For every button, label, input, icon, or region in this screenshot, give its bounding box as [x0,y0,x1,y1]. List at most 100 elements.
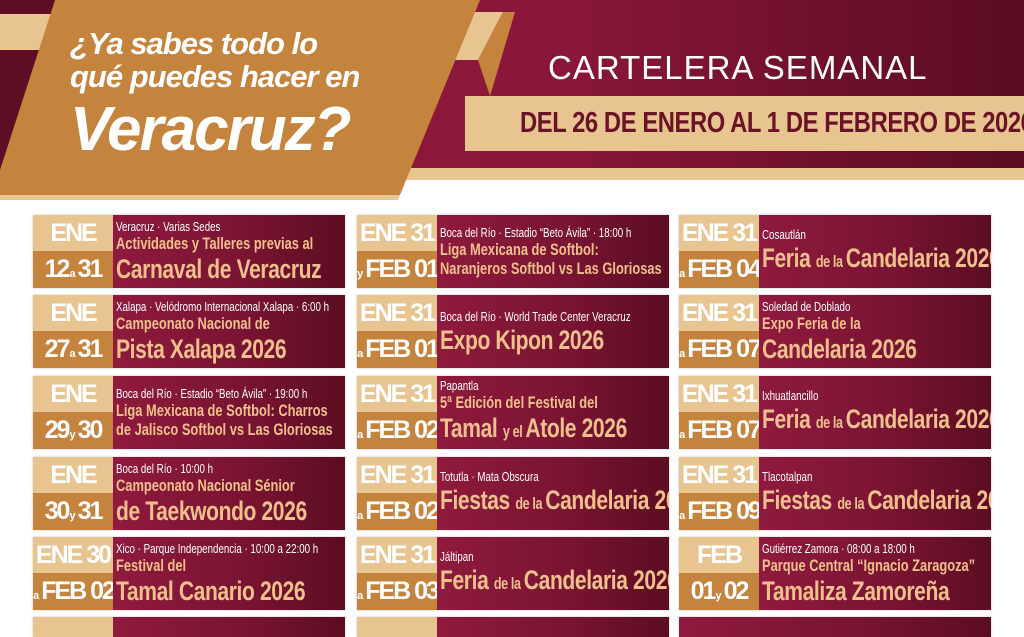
event-text: Jáltipan Feria de la Candelaria 2026 [440,549,669,599]
event-info: Boca del Río · Estadio “Beto Ávila” · 19… [113,376,345,449]
text-segment: Boca del Río · Estadio “Beto Ávila” · 18… [440,225,632,240]
date-to: FEB 07 [687,416,762,444]
event-subtitle: Expo Feria de la [762,315,984,334]
event-card[interactable]: ENE 31 a FEB 07 Soledad de Doblado Expo Feri… [679,295,991,368]
date-to: FEB 02 [365,416,440,444]
date-start: FEB [679,537,759,573]
event-card[interactable]: FEB 01 y 02 Gutiérrez Zamora · 08:00 a 18:00… [679,537,991,610]
event-card[interactable]: ENE 27 a 31 Xalapa · Velódromo Internacional… [33,295,345,368]
event-card[interactable]: ENE 29 y 30 Boca del Río · Estadio “Beto Ávi… [33,376,345,449]
event-date: ENE 31 a FEB 02 [357,376,440,449]
event-title: Tamal Canario 2026 [116,576,338,606]
text-segment: Parque Central “Ignacio Zaragoza” [762,557,976,575]
date-end: a FEB 07 [679,412,762,449]
date-to: FEB 01 [365,255,440,283]
event-card[interactable]: ENE 31 a FEB 07 Ixhuatlancillo Feria de la C… [679,376,991,449]
event-text: Xico · Parque Independencia · 10:00 a 22… [116,541,338,606]
event-card[interactable]: ENE 31 a FEB 02 Papantla 5ª Edición del Fest… [357,376,669,449]
text-segment: Xico · Parque Independencia · 10:00 a 22… [116,542,319,556]
event-card[interactable]: ENE 31 a FEB 03 Jáltipan Feria de la Candela… [357,537,669,610]
text-segment: Carnaval de Veracruz [116,254,322,284]
date-separator: a [679,428,686,441]
event-info: Jáltipan Feria de la Candelaria 2026 [437,537,669,610]
event-card[interactable]: ENE 30 y 31 Boca del Río · 10:00 h Campeonato… [33,457,345,530]
event-subtitle: Campeonato Nacional Sénior [116,477,338,496]
date-start: ENE 31 [357,376,437,412]
text-segment: Tamal Canario 2026 [116,576,306,606]
date-from: 27 [44,335,71,363]
text-segment: Totutla · Mata Obscura [440,469,539,484]
event-info: Gutiérrez Zamora · 08:00 a 18:00 h Parque… [759,537,991,610]
date-end: a FEB 09 [679,493,762,530]
event-date: ENE 30 y 31 [33,457,113,530]
date-separator: a [69,267,76,280]
date-separator: y [69,428,76,441]
date-end: a FEB 04 [679,251,762,288]
date-to: 31 [77,497,104,525]
date-to: FEB 09 [687,497,762,525]
date-end: a FEB 01 [357,331,440,368]
event-card[interactable]: ENE 30 a FEB 02 Xico · Parque Independencia… [33,537,345,610]
date-end: a FEB 02 [357,493,440,530]
date-to: FEB 01 [365,335,440,363]
date-separator: a [357,589,364,602]
event-card-partial [679,617,991,637]
text-segment: Liga Mexicana de Softbol: [440,240,599,259]
event-card[interactable]: ENE 31 y FEB 01 Boca del Río · Estadio “Bet… [357,215,669,288]
text-segment: Jáltipan [440,549,474,564]
text-segment: Feria [762,403,816,434]
date-start: ENE 31 [679,295,759,331]
text-segment: Boca del Río · World Trade Center Veracr… [440,309,631,324]
date-separator: a [357,347,364,360]
event-subtitle: Liga Mexicana de Softbol: [440,241,662,260]
event-title: Feria de la Candelaria 2026 [762,243,991,277]
text-segment: Campeonato Nacional de [116,315,270,333]
text-segment: Tamaliza Zamoreña [762,576,950,606]
text-segment: Candelaria 2026 [762,334,917,364]
event-venue: Jáltipan [440,549,662,565]
event-title: Feria de la Candelaria 2026 [440,565,669,599]
date-start: ENE 31 [357,295,437,331]
event-info: Ixhuatlancillo Feria de la Candelaria 202… [759,376,991,449]
event-date: ENE 29 y 30 [33,376,113,449]
date-start: ENE 31 [679,376,759,412]
event-text: Cosautlán Feria de la Candelaria 2026 [762,227,991,277]
text-segment: Expo Feria de la [762,315,861,333]
header-banner: ¿Ya sabes todo lo qué puedes hacer en Ve… [0,0,1024,200]
date-end: 29 y 30 [33,412,113,449]
headline-line-1: ¿Ya sabes todo lo [70,26,318,61]
date-end: a FEB 03 [357,573,440,610]
event-info: Boca del Río · Estadio “Beto Ávila” · 18… [437,215,669,288]
event-card[interactable]: ENE 12 a 31 Veracruz · Varias Sedes Actividad… [33,215,345,288]
text-segment: Candelaria 2026 [867,484,991,515]
date-start: ENE [33,457,113,493]
event-text: Boca del Río · 10:00 h Campeonato Naciona… [116,461,338,526]
event-card[interactable]: ENE 31 a FEB 04 Cosautlán Feria de la Candel… [679,215,991,288]
event-venue: Gutiérrez Zamora · 08:00 a 18:00 h [762,541,984,557]
event-date: ENE 31 a FEB 02 [357,457,440,530]
date-start: ENE [33,215,113,251]
event-card[interactable]: ENE 31 a FEB 09 Tlacotalpan Fiestas de la Ca… [679,457,991,530]
date-to: FEB 04 [687,255,762,283]
event-subtitle: Actividades y Talleres previas al [116,235,338,254]
text-segment: Candelaria 2026 [845,403,991,434]
date-start: ENE 31 [679,457,759,493]
event-date: ENE 31 a FEB 04 [679,215,762,288]
text-segment: y el [502,423,526,441]
text-segment: de Taekwondo 2026 [116,496,307,526]
event-card[interactable]: ENE 31 a FEB 02 Totutla · Mata Obscura Fiest… [357,457,669,530]
event-info: Boca del Río · 10:00 h Campeonato Naciona… [113,457,345,530]
event-venue: Xalapa · Velódromo Internacional Xalapa … [116,299,338,315]
event-info: Xico · Parque Independencia · 10:00 a 22… [113,537,345,610]
event-title: Carnaval de Veracruz [116,254,338,284]
text-segment: 5ª Edición del Festival del [440,394,598,412]
date-from: 12 [44,255,71,283]
text-segment: Atole 2026 [525,413,627,443]
event-venue: Boca del Río · 10:00 h [116,461,338,477]
date-to: 30 [77,416,104,444]
text-segment: Papantla [440,379,479,393]
date-separator: a [679,509,686,522]
event-card[interactable]: ENE 31 a FEB 01 Boca del Río · World Trade … [357,295,669,368]
